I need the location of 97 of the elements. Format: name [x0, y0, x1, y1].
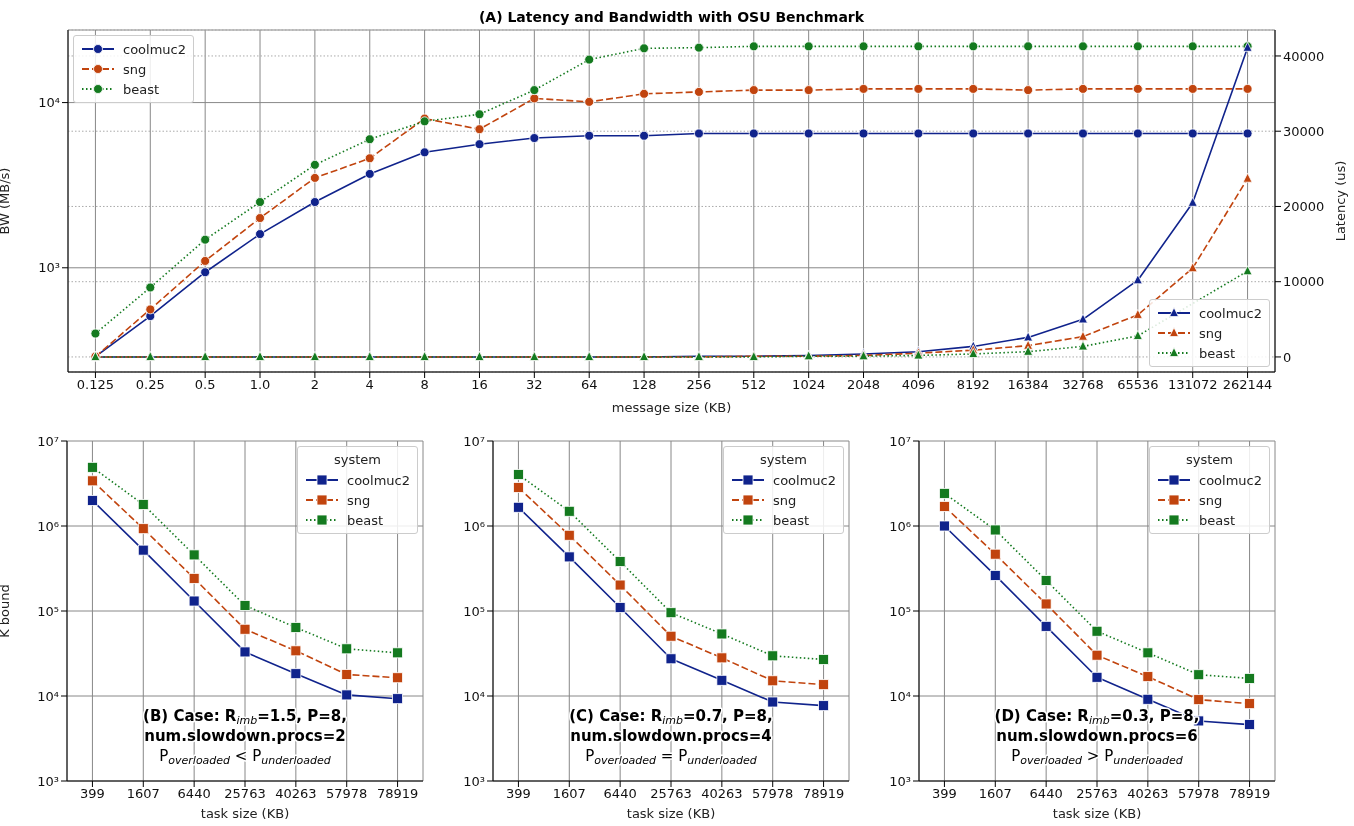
y-tick-label: 10³ — [889, 773, 911, 789]
x-tick-label: 57978 — [1178, 786, 1220, 802]
x-tick-label: 128 — [631, 377, 657, 393]
x-tick-label: 64 — [580, 377, 598, 393]
x-tick-label: 262144 — [1222, 377, 1273, 393]
x-tick-label: 256 — [686, 377, 712, 393]
x-tick-label: 2 — [310, 377, 320, 393]
annotation: P$_{overloaded}$ > P$_{underloaded}$ — [1011, 747, 1184, 767]
annotation: P$_{overloaded}$ = P$_{underloaded}$ — [585, 747, 758, 767]
x-tick-label: 8 — [420, 377, 429, 393]
x-axis-title: message size (KB) — [611, 400, 732, 415]
x-tick-label: 16 — [471, 377, 488, 393]
x-tick-label: 1607 — [552, 786, 586, 802]
x-tick-label: 57978 — [752, 786, 794, 802]
legend-title: system — [1185, 451, 1234, 469]
x-axis-title: task size (KB) — [200, 806, 290, 821]
legend-label: coolmuc2 — [1199, 472, 1262, 488]
y-tick-label: 10⁷ — [37, 433, 59, 449]
x-tick-label: 40263 — [275, 786, 317, 802]
legend-title: system — [759, 451, 808, 469]
x-tick-label: 65536 — [1117, 377, 1159, 393]
y2-tick-label: 20000 — [1283, 199, 1325, 215]
x-tick-label: 8192 — [956, 377, 990, 393]
x-tick-label: 0.5 — [194, 377, 216, 393]
x-tick-label: 78919 — [802, 786, 845, 802]
x-tick-label: 25763 — [650, 786, 692, 802]
x-tick-label: 78919 — [376, 786, 419, 802]
y2-axis-title: Latency (us) — [1332, 160, 1348, 242]
x-tick-label: 25763 — [1076, 786, 1118, 802]
annotation: P$_{overloaded}$ < P$_{underloaded}$ — [159, 747, 332, 767]
annotation: (C) Case: R$_{imb}$=0.7, P=8, — [569, 707, 773, 727]
x-tick-label: 1.0 — [249, 377, 271, 393]
annotation: num.slowdown.procs=4 — [570, 727, 772, 745]
x-tick-label: 1024 — [792, 377, 826, 393]
x-tick-label: 1607 — [978, 786, 1012, 802]
y-tick-label: 10⁷ — [463, 433, 485, 449]
y2-tick-label: 40000 — [1283, 48, 1325, 64]
x-tick-label: 399 — [932, 786, 957, 802]
y-tick-label: 10⁵ — [463, 603, 485, 619]
x-tick-label: 399 — [80, 786, 105, 802]
x-tick-label: 32 — [526, 377, 543, 393]
legend-label: sng — [1199, 492, 1223, 508]
annotation: (B) Case: R$_{imb}$=1.5, P=8, — [143, 707, 347, 727]
y-tick-label: 10⁶ — [37, 518, 59, 534]
x-tick-label: 78919 — [1228, 786, 1271, 802]
x-axis-title: task size (KB) — [1052, 806, 1142, 821]
x-tick-label: 32768 — [1062, 377, 1104, 393]
x-tick-label: 1607 — [126, 786, 160, 802]
y2-tick-label: 10000 — [1283, 274, 1325, 290]
x-tick-label: 512 — [741, 377, 767, 393]
x-tick-label: 25763 — [224, 786, 266, 802]
chart-title: (A) Latency and Bandwidth with OSU Benchmark — [477, 9, 866, 25]
x-tick-label: 131072 — [1167, 377, 1218, 393]
legend-label: coolmuc2 — [773, 472, 836, 488]
x-tick-label: 399 — [506, 786, 531, 802]
legend-label: sng — [773, 492, 797, 508]
legend-label: beast — [773, 512, 810, 528]
y-tick-label: 10³ — [37, 773, 59, 789]
x-tick-label: 40263 — [1127, 786, 1169, 802]
x-tick-label: 40263 — [701, 786, 743, 802]
y-tick-label: 10⁴ — [38, 95, 60, 111]
legend-label: sng — [347, 492, 371, 508]
y-tick-label: 10⁴ — [37, 688, 59, 704]
annotation: num.slowdown.procs=2 — [144, 727, 346, 745]
y2-tick-label: 30000 — [1283, 123, 1325, 139]
x-tick-label: 16384 — [1007, 377, 1049, 393]
legend-title: system — [333, 451, 382, 469]
y-tick-label: 10⁶ — [889, 518, 911, 534]
x-axis-title: task size (KB) — [626, 806, 716, 821]
x-tick-label: 6440 — [177, 786, 211, 802]
y-tick-label: 10⁵ — [37, 603, 59, 619]
legend-label: coolmuc2 — [1199, 305, 1262, 321]
x-tick-label: 0.25 — [135, 377, 165, 393]
y-tick-label: 10⁴ — [463, 688, 485, 704]
x-tick-label: 2048 — [846, 377, 881, 393]
legend-label: beast — [1199, 345, 1236, 361]
annotation: num.slowdown.procs=6 — [996, 727, 1198, 745]
y-tick-label: 10⁵ — [889, 603, 911, 619]
y-tick-label: 10⁷ — [889, 433, 911, 449]
x-tick-label: 6440 — [1029, 786, 1063, 802]
y-tick-label: 10⁶ — [463, 518, 485, 534]
x-tick-label: 0.125 — [76, 377, 115, 393]
y-tick-label: 10³ — [463, 773, 485, 789]
x-tick-label: 4096 — [901, 377, 935, 393]
legend-label: beast — [347, 512, 384, 528]
x-tick-label: 57978 — [326, 786, 368, 802]
x-tick-label: 4 — [365, 377, 374, 393]
legend-label: beast — [123, 81, 160, 97]
x-tick-label: 6440 — [603, 786, 637, 802]
y2-tick-label: 0 — [1283, 349, 1292, 365]
legend-label: coolmuc2 — [347, 472, 410, 488]
y-tick-label: 10³ — [38, 260, 60, 276]
legend-label: beast — [1199, 512, 1236, 528]
legend-label: sng — [1199, 325, 1223, 341]
legend-label: coolmuc2 — [123, 41, 186, 57]
y-tick-label: 10⁴ — [889, 688, 911, 704]
legend-label: sng — [123, 61, 147, 77]
